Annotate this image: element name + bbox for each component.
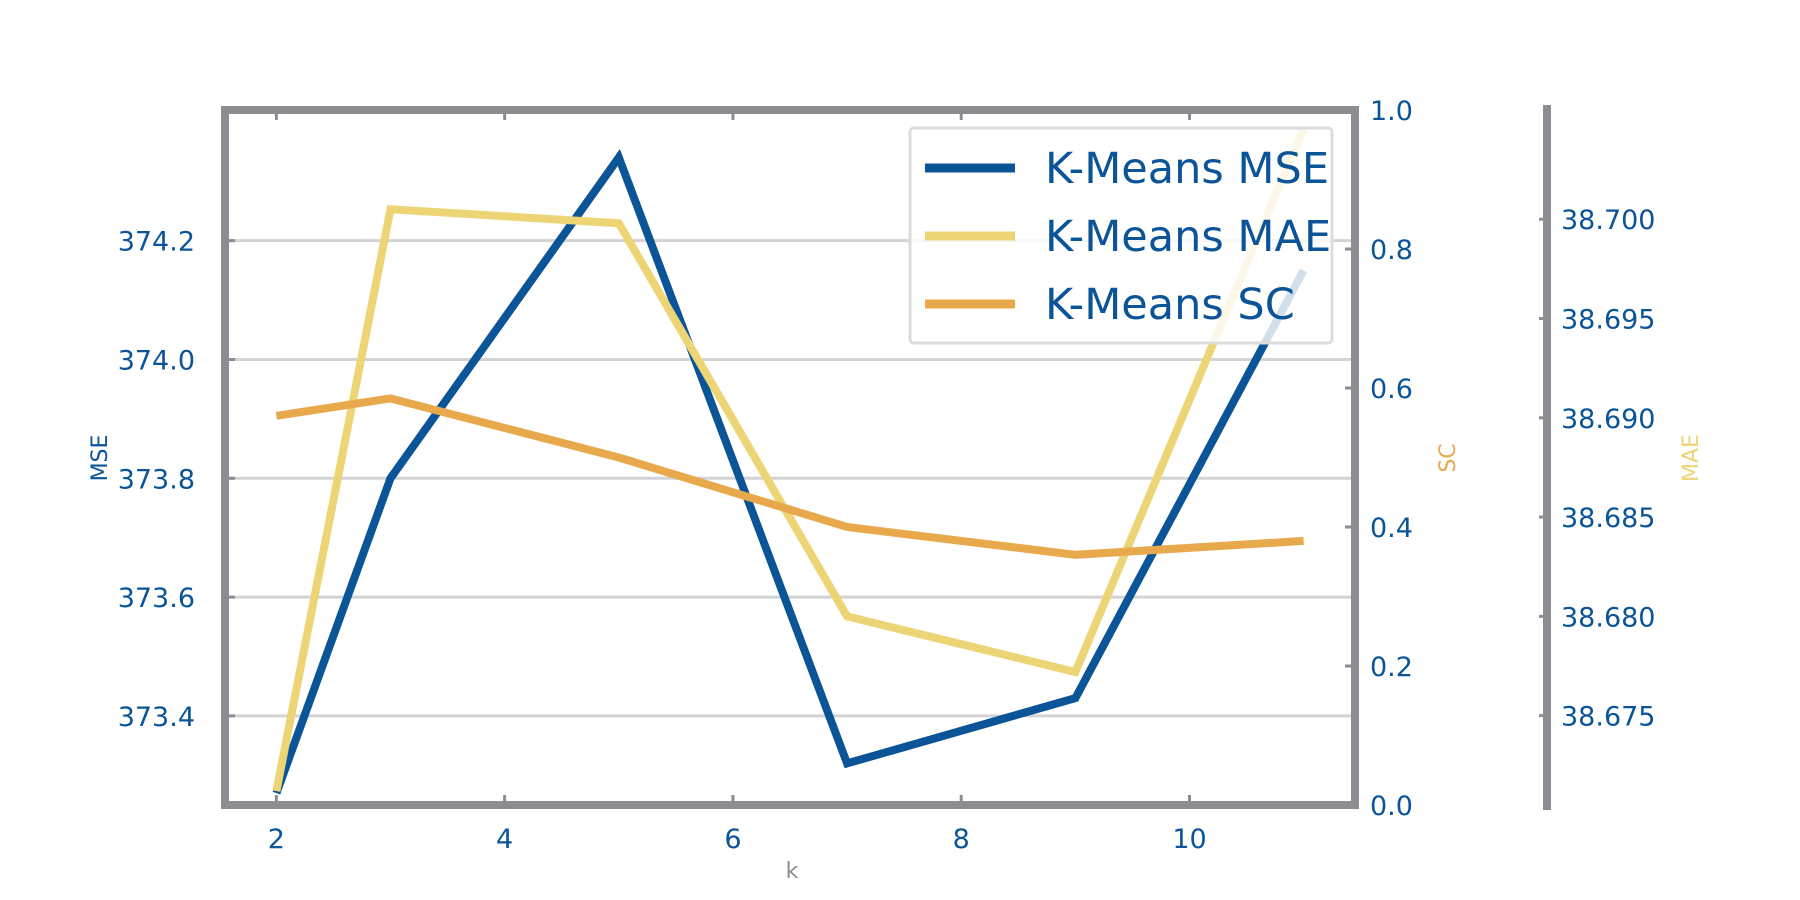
sc-tick-label-0-0: 0.0 — [1370, 791, 1413, 822]
series-line-k-means-mae — [272, 126, 1308, 792]
legend-label-k-means-mae: K-Means MAE — [1045, 212, 1331, 262]
mse-tick-label-373-4: 373.4 — [118, 702, 195, 733]
sc-tick-label-0-4: 0.4 — [1370, 513, 1413, 544]
mae-tick-label-38-690: 38.690 — [1561, 404, 1655, 435]
series-layer — [272, 126, 1308, 795]
mae-tick-label-38-700: 38.700 — [1561, 205, 1655, 236]
mae-tick-label-38-685: 38.685 — [1561, 503, 1655, 534]
mae-tick-label-38-675: 38.675 — [1561, 702, 1655, 733]
sc-tick-label-0-2: 0.2 — [1370, 652, 1413, 683]
sc-tick-label-0-8: 0.8 — [1370, 235, 1413, 266]
mse-tick-label-374-2: 374.2 — [118, 227, 195, 258]
mse-tick-label-373-6: 373.6 — [118, 583, 195, 614]
mse-tick-label-373-8: 373.8 — [118, 464, 195, 495]
legend: K-Means MSE K-Means MAE K-Means SC — [908, 126, 1334, 345]
legend-box — [908, 126, 1334, 345]
frame-layer — [221, 105, 1551, 810]
grid-layer — [225, 239, 1355, 718]
mae-axis-title: MAE — [1679, 434, 1704, 482]
series-line-k-means-sc — [275, 394, 1304, 559]
sc-tick-label-1-0: 1.0 — [1370, 96, 1413, 127]
plot-frame — [221, 106, 1359, 809]
x-tick-label-6: 6 — [724, 824, 741, 855]
x-tick-label-8: 8 — [953, 824, 970, 855]
mae-tick-label-38-695: 38.695 — [1561, 305, 1655, 336]
mse-axis-title: MSE — [88, 435, 113, 482]
ticks-layer: 2 4 6 8 10 373.4 373.6 373.8 374.0 374.2 0.0 0.2 0.4… — [118, 96, 1656, 855]
x-tick-label-4: 4 — [496, 824, 513, 855]
legend-entries: K-Means MSE K-Means MAE K-Means SC — [925, 144, 1331, 330]
x-tick-label-10: 10 — [1172, 824, 1206, 855]
sc-tick-label-0-6: 0.6 — [1370, 374, 1413, 405]
series-line-k-means-mse — [272, 149, 1308, 795]
x-axis-title: k — [786, 859, 799, 884]
legend-label-k-means-mse: K-Means MSE — [1045, 144, 1329, 194]
x-tick-label-2: 2 — [268, 824, 285, 855]
legend-label-k-means-sc: K-Means SC — [1045, 280, 1295, 330]
mse-tick-label-374-0: 374.0 — [118, 345, 195, 376]
mae-tick-label-38-680: 38.680 — [1561, 602, 1655, 633]
sc-axis-title: SC — [1436, 443, 1461, 472]
